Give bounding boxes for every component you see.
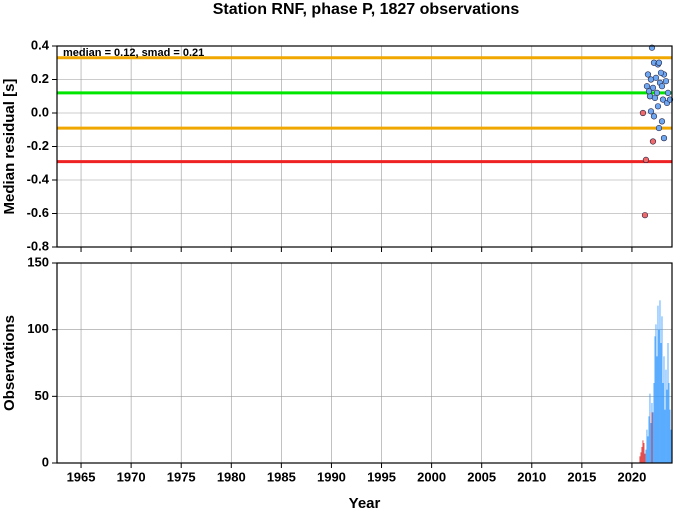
bar xyxy=(648,416,650,463)
y-tick-label: -0.2 xyxy=(27,138,49,153)
data-point xyxy=(655,124,663,132)
data-point xyxy=(660,135,668,142)
y-tick-label: 0.4 xyxy=(31,37,50,52)
bar xyxy=(645,449,647,463)
bar xyxy=(662,383,664,463)
data-point xyxy=(658,118,666,125)
data-point xyxy=(657,69,665,76)
bar xyxy=(663,356,665,463)
y-tick-label: 0.2 xyxy=(31,71,49,86)
data-point xyxy=(654,103,662,110)
chart-title: Station RNF, phase P, 1827 observations xyxy=(213,1,520,18)
data-point xyxy=(658,83,666,90)
bar xyxy=(644,453,646,463)
x-tick-label: 2005 xyxy=(467,469,496,484)
y-tick-label: 0.0 xyxy=(31,104,49,119)
bar xyxy=(654,336,656,463)
bar xyxy=(665,369,667,463)
y-tick-label: -0.8 xyxy=(27,238,49,253)
data-point xyxy=(649,84,657,91)
bar xyxy=(666,389,668,463)
bar xyxy=(667,343,669,463)
bar xyxy=(660,343,662,463)
data-point xyxy=(659,96,667,103)
y-tick-label: 100 xyxy=(27,321,49,336)
plot-frame xyxy=(56,262,673,464)
y-tick-label: -0.4 xyxy=(27,171,50,186)
bar xyxy=(639,456,641,463)
plot-frame xyxy=(56,45,673,248)
bar xyxy=(669,409,671,463)
y-tick-label: 0 xyxy=(42,454,49,469)
data-point xyxy=(664,89,672,96)
y-tick-label: 50 xyxy=(35,388,49,403)
x-tick-label: 1990 xyxy=(317,469,346,484)
x-tick-label: 1980 xyxy=(217,469,246,484)
data-point xyxy=(644,71,652,78)
bar xyxy=(657,305,659,463)
data-point xyxy=(639,109,647,117)
bar xyxy=(668,383,670,463)
bar xyxy=(652,412,654,463)
x-axis-label: Year xyxy=(349,495,381,511)
bar xyxy=(640,452,642,463)
bar xyxy=(661,316,663,463)
data-point xyxy=(645,88,653,95)
bar xyxy=(659,300,661,463)
data-point xyxy=(641,212,649,219)
x-tick-label: 2000 xyxy=(417,469,446,484)
y-tick-label: -0.6 xyxy=(27,205,49,220)
bar xyxy=(651,412,653,463)
data-point xyxy=(647,108,655,115)
bar xyxy=(653,383,655,463)
bar xyxy=(650,423,652,463)
bar xyxy=(670,429,672,463)
data-point xyxy=(650,113,658,120)
x-tick-label: 1995 xyxy=(367,469,396,484)
data-point xyxy=(666,96,674,103)
y-axis-label: Median residual [s] xyxy=(1,79,18,215)
bar xyxy=(643,443,645,463)
bar xyxy=(658,329,660,463)
x-tick-label: 1975 xyxy=(167,469,196,484)
bar xyxy=(664,409,666,463)
x-tick-label: 1965 xyxy=(67,469,96,484)
bar xyxy=(641,447,643,463)
y-tick-label: 150 xyxy=(27,254,49,269)
bar xyxy=(646,429,648,463)
bar xyxy=(642,440,644,463)
data-point xyxy=(649,138,657,145)
bar xyxy=(647,436,649,463)
x-tick-label: 2015 xyxy=(567,469,596,484)
data-point xyxy=(662,78,670,85)
x-tick-label: 1970 xyxy=(117,469,146,484)
y-axis-label: Observations xyxy=(1,315,18,411)
data-point xyxy=(655,59,663,66)
annotation: median = 0.12, smad = 0.21 xyxy=(63,47,204,59)
bar xyxy=(656,356,658,463)
x-tick-label: 2010 xyxy=(517,469,546,484)
data-point xyxy=(651,94,659,102)
bar xyxy=(655,324,657,463)
data-point xyxy=(652,74,660,81)
x-tick-label: 2020 xyxy=(617,469,646,484)
x-tick-label: 1985 xyxy=(267,469,296,484)
bar xyxy=(649,393,651,463)
data-point xyxy=(642,156,650,163)
